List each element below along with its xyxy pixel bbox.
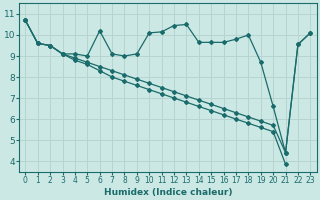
X-axis label: Humidex (Indice chaleur): Humidex (Indice chaleur) — [104, 188, 232, 197]
